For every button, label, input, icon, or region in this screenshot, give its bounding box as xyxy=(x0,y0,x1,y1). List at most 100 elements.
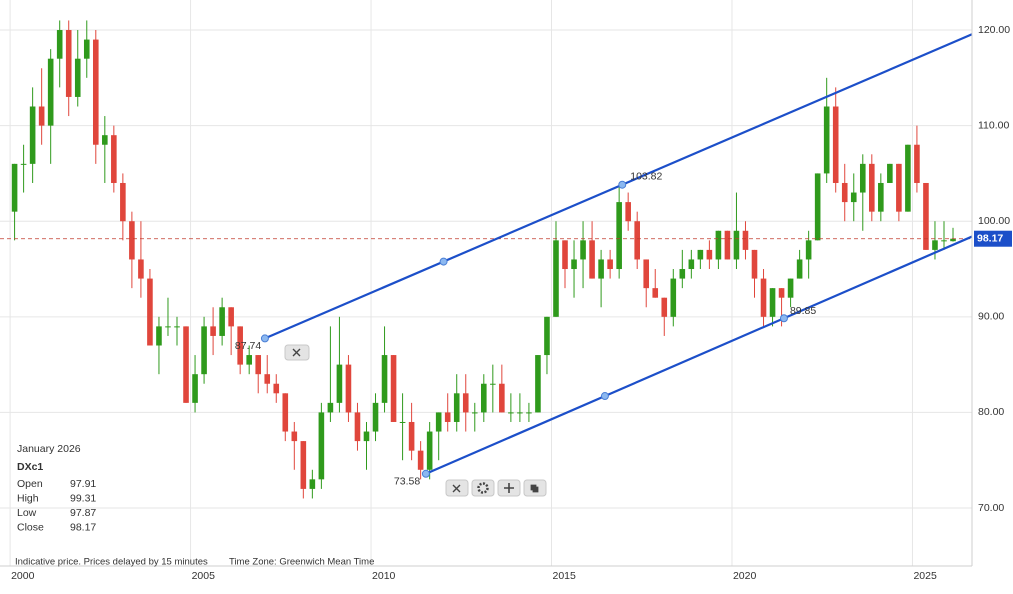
close-icon[interactable] xyxy=(292,348,301,357)
candle-body xyxy=(192,374,198,403)
candle-body xyxy=(742,230,749,250)
candle-body xyxy=(56,30,63,59)
candle-body xyxy=(778,288,785,298)
settings-button[interactable] xyxy=(471,479,495,497)
candle-body xyxy=(74,58,81,97)
candle-body xyxy=(905,144,911,212)
candle-body xyxy=(733,230,740,260)
candle-body xyxy=(65,30,72,97)
x-tick-label: 2000 xyxy=(11,570,35,582)
candle-body xyxy=(769,288,776,317)
overlay: 87.74 103.82 73.58 89.85 xyxy=(0,33,973,488)
candle-body xyxy=(210,326,216,336)
delay-note: Indicative price. Prices delayed by 15 m… xyxy=(15,557,208,568)
candle-body xyxy=(589,240,595,279)
anchor-label: 103.82 xyxy=(630,170,662,182)
candle-body xyxy=(273,383,280,394)
candle-body xyxy=(29,106,36,164)
candle-body xyxy=(183,326,189,403)
info-value: 98.17 xyxy=(70,521,96,533)
candle-body xyxy=(471,412,478,414)
candle-body xyxy=(896,163,902,212)
candle-body xyxy=(823,106,830,174)
channel-line xyxy=(425,235,973,475)
timezone: Time Zone: Greenwich Mean Time xyxy=(229,557,374,568)
candle-body xyxy=(580,240,586,260)
candle-body xyxy=(11,163,18,212)
candle-body xyxy=(490,383,496,385)
channel-handle xyxy=(439,257,448,266)
grid xyxy=(0,0,972,566)
candle-body xyxy=(517,412,523,414)
info-period: January 2026 xyxy=(17,443,81,455)
candle-body xyxy=(47,58,54,126)
anchor-label: 87.74 xyxy=(235,340,261,352)
candle-body xyxy=(102,135,108,145)
candle-body xyxy=(544,316,550,356)
candle-body xyxy=(417,450,424,470)
settings-icon[interactable] xyxy=(477,482,489,494)
candle-body xyxy=(363,431,370,442)
y-tick-label: 110.00 xyxy=(978,119,1009,131)
info-value: 97.87 xyxy=(70,507,96,519)
anchor-label: 73.58 xyxy=(394,476,420,488)
candle-body xyxy=(535,355,541,413)
candle-body xyxy=(354,412,361,442)
candle-body xyxy=(237,326,243,365)
candle-body xyxy=(20,163,27,165)
x-tick-label: 2015 xyxy=(553,570,577,582)
candle-body xyxy=(372,402,379,432)
candle-body xyxy=(309,479,316,489)
candle-body xyxy=(526,412,532,414)
candle-body xyxy=(697,249,704,260)
candle-body xyxy=(950,238,956,242)
y-tick-label: 70.00 xyxy=(978,502,1004,514)
candle-body xyxy=(129,221,135,260)
candle-body xyxy=(814,173,821,241)
candle-body xyxy=(670,278,677,317)
candle-body xyxy=(255,355,262,375)
candle-body xyxy=(706,249,713,260)
copy-icon[interactable] xyxy=(530,484,539,493)
info-label: Open xyxy=(17,478,43,490)
candle-body xyxy=(165,326,171,328)
candle-body xyxy=(481,383,487,413)
candle-body xyxy=(345,364,352,413)
y-tick-label: 120.00 xyxy=(978,24,1010,36)
candle-body xyxy=(174,326,180,328)
add-icon[interactable] xyxy=(504,483,514,493)
candle-body xyxy=(652,288,659,298)
candle-body xyxy=(661,297,668,317)
candle-body xyxy=(724,230,731,260)
candle-body xyxy=(878,182,884,212)
candle-body xyxy=(688,259,695,270)
candle-body xyxy=(462,393,469,413)
candle-body xyxy=(598,259,604,279)
close-button[interactable] xyxy=(284,344,310,361)
candle-body xyxy=(83,39,90,59)
delete-icon[interactable] xyxy=(452,484,461,493)
channel-anchor xyxy=(260,334,269,343)
candle-body xyxy=(92,39,99,145)
candle-body xyxy=(120,182,126,222)
candle-body xyxy=(282,393,289,432)
candle-body xyxy=(246,355,252,365)
channel-line xyxy=(264,33,973,340)
last-price-tag xyxy=(974,230,1012,247)
candle-body xyxy=(914,144,920,183)
candle-body xyxy=(607,259,613,270)
candle-body xyxy=(399,421,406,423)
candle-body xyxy=(336,364,343,403)
candle-body xyxy=(643,259,650,289)
info-label: High xyxy=(17,492,39,504)
candle-body xyxy=(923,182,929,250)
candle-body xyxy=(499,383,505,413)
anchor-label: 89.85 xyxy=(790,305,816,317)
candle-body xyxy=(219,307,225,336)
candle-body xyxy=(38,106,45,126)
candle-body xyxy=(887,163,893,183)
candle-body xyxy=(571,259,577,270)
candle-body xyxy=(634,221,640,260)
candle-body xyxy=(625,202,631,222)
